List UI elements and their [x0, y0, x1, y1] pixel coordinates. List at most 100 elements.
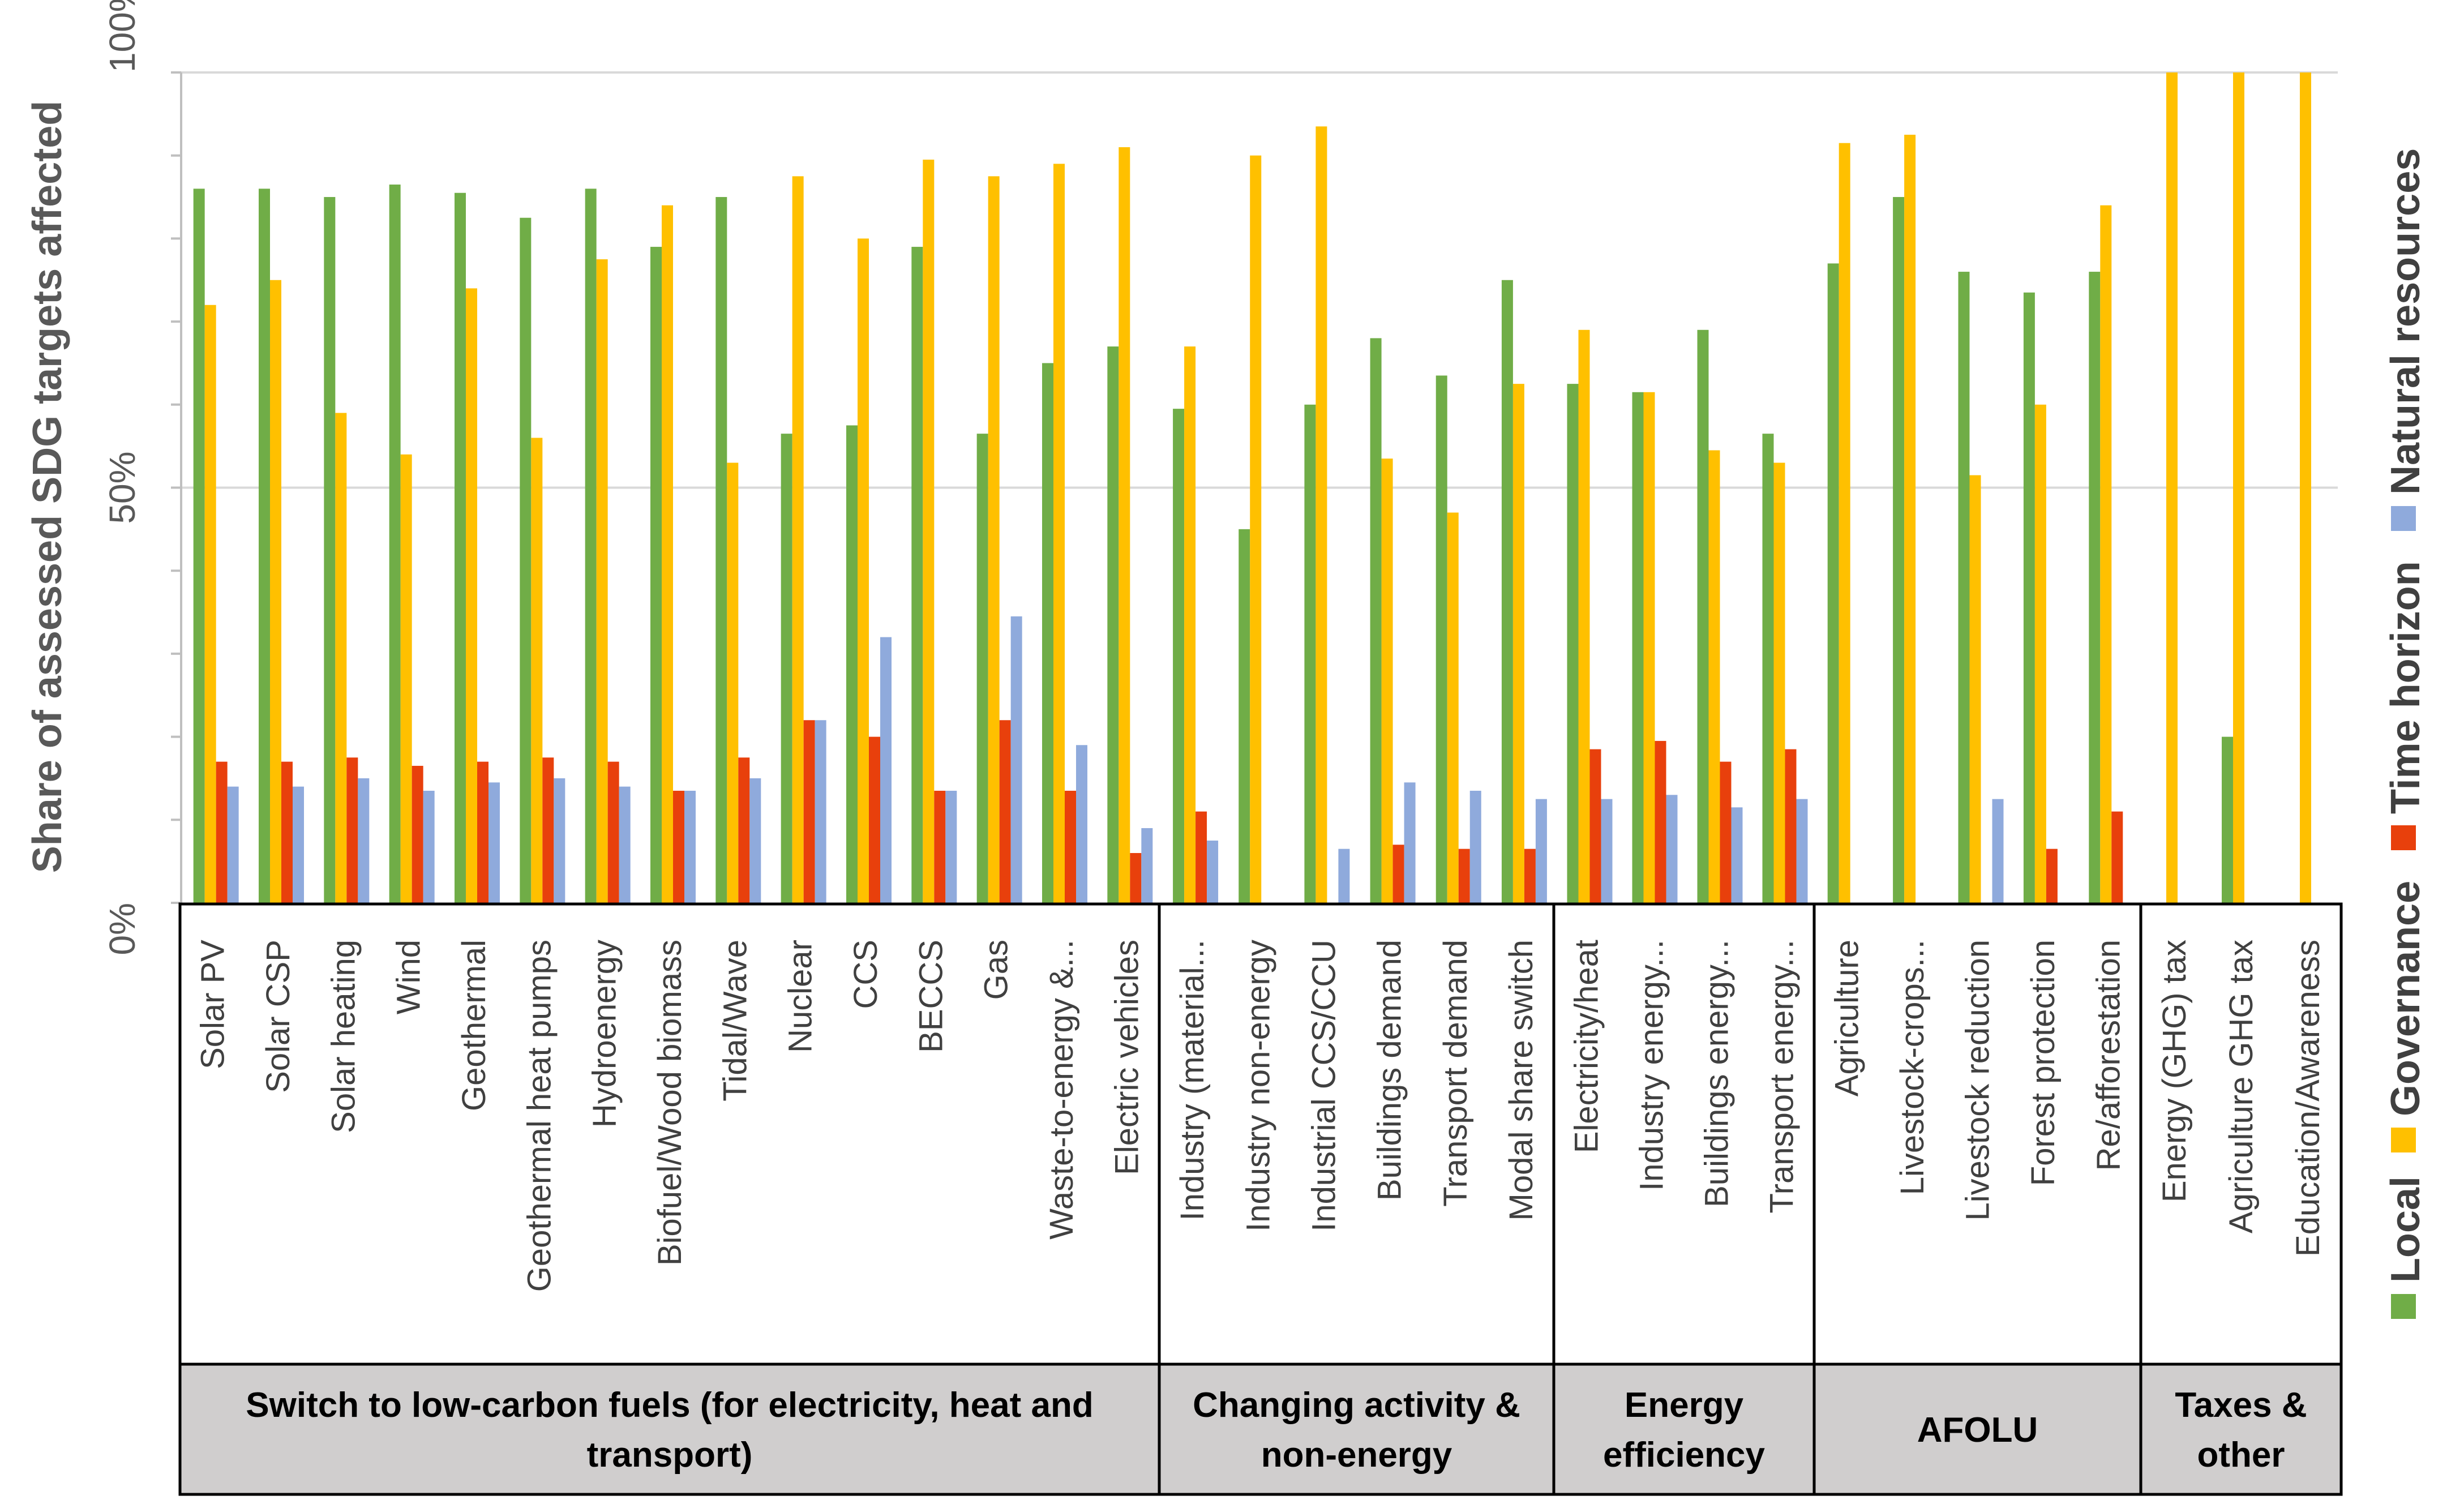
bar-natural-resources	[1731, 807, 1743, 903]
bar-time-horizon	[346, 757, 358, 903]
legend-swatch	[2391, 825, 2416, 850]
group-label: Changing activity &	[1193, 1386, 1520, 1425]
bar-natural-resources	[1601, 799, 1613, 903]
bar-local	[585, 188, 597, 903]
bar-natural-resources	[1338, 849, 1350, 903]
bar-time-horizon	[1458, 849, 1470, 903]
bar-governance	[988, 176, 1000, 903]
bar-natural-resources	[880, 637, 892, 903]
category-label: Agriculture	[1829, 940, 1866, 1096]
category-label: Solar CSP	[260, 940, 297, 1093]
bar-governance	[335, 413, 347, 903]
y-tick-label: 100%	[102, 0, 143, 72]
bar-time-horizon	[1392, 845, 1404, 903]
group-label: Energy	[1625, 1386, 1744, 1425]
bar-natural-resources	[554, 778, 565, 903]
category-label: Geothermal	[456, 940, 492, 1111]
bar-natural-resources	[1666, 795, 1678, 903]
bar-natural-resources	[1796, 799, 1808, 903]
category-label: Transport energy...	[1764, 940, 1801, 1214]
bar-local	[1893, 197, 1905, 903]
bar-local	[389, 185, 401, 903]
bar-time-horizon	[607, 761, 619, 903]
bar-governance	[1839, 143, 1850, 903]
bar-natural-resources	[358, 778, 370, 903]
bar-time-horizon	[216, 761, 228, 903]
legend-label: Local	[2383, 1176, 2428, 1283]
bar-local	[1239, 529, 1250, 903]
bar-governance	[1053, 164, 1065, 903]
category-label: Buildings demand	[1372, 940, 1408, 1201]
bar-local	[2222, 736, 2233, 903]
bar-governance	[2300, 72, 2311, 903]
bar-local	[1370, 338, 1382, 903]
bar-natural-resources	[1207, 840, 1219, 903]
group-label: other	[2197, 1436, 2285, 1475]
category-label: Industry energy...	[1634, 940, 1670, 1191]
y-tick-label: 0%	[102, 903, 143, 955]
category-label: Industry (material...	[1174, 940, 1211, 1220]
bar-governance	[466, 288, 477, 903]
legend-label: Natural resources	[2383, 148, 2428, 495]
bar-governance	[727, 462, 739, 903]
bar-governance	[1969, 475, 1981, 903]
bar-time-horizon	[412, 765, 423, 903]
bar-local	[1435, 375, 1447, 903]
category-label: Transport demand	[1437, 940, 1474, 1207]
bar-natural-resources	[1535, 799, 1547, 903]
bar-natural-resources	[227, 786, 239, 903]
bar-governance	[2233, 72, 2244, 903]
group-label: Switch to low-carbon fuels (for electric…	[246, 1386, 1093, 1425]
bar-governance	[270, 280, 281, 903]
bar-local	[1107, 346, 1119, 903]
bar-time-horizon	[1785, 749, 1797, 903]
category-label: Industrial CCS/CCU	[1305, 940, 1342, 1232]
bar-local	[715, 197, 727, 903]
category-label: Solar heating	[325, 940, 362, 1133]
bar-natural-resources	[293, 786, 304, 903]
legend-swatch	[2391, 506, 2416, 531]
bar-time-horizon	[869, 736, 880, 903]
bar-time-horizon	[803, 720, 815, 903]
legend-label: Governance	[2383, 881, 2428, 1116]
category-label: Buildings energy...	[1699, 940, 1735, 1207]
y-axis-title: Share of assessed SDG targets affected	[25, 101, 70, 873]
bar-local	[1958, 272, 1970, 903]
bar-local	[911, 247, 923, 903]
bar-governance	[1578, 329, 1590, 903]
bar-time-horizon	[1195, 811, 1207, 903]
category-label: Solar PV	[195, 940, 232, 1069]
legend-label: Time horizon	[2383, 561, 2428, 814]
bar-governance	[1447, 512, 1459, 903]
category-label: Forest protection	[2025, 940, 2062, 1186]
group-label: Taxes &	[2175, 1386, 2307, 1425]
group-label: AFOLU	[1917, 1411, 2038, 1450]
bar-natural-resources	[1141, 828, 1153, 903]
category-label: Livestock reduction	[1960, 940, 1996, 1220]
bar-governance	[858, 238, 869, 903]
category-label: Electric vehicles	[1108, 940, 1145, 1175]
bar-governance	[1184, 346, 1196, 903]
bar-time-horizon	[1130, 852, 1142, 903]
bar-time-horizon	[1720, 761, 1732, 903]
bar-local	[846, 425, 858, 903]
bar-time-horizon	[999, 720, 1011, 903]
category-label: Wind	[391, 940, 427, 1014]
category-label: Agriculture GHG tax	[2223, 940, 2260, 1233]
bar-natural-resources	[815, 720, 826, 903]
group-label: non-energy	[1261, 1436, 1452, 1475]
category-label: Gas	[978, 940, 1015, 1000]
legend-swatch	[2391, 1128, 2416, 1152]
bar-natural-resources	[1076, 745, 1087, 903]
bar-time-horizon	[1589, 749, 1601, 903]
category-label: Geothermal heat pumps	[521, 940, 558, 1292]
bar-local	[781, 434, 792, 903]
category-label: Re/afforestation	[2090, 940, 2127, 1171]
legend-swatch	[2391, 1294, 2416, 1319]
bar-governance	[1119, 147, 1130, 903]
bar-governance	[400, 454, 412, 903]
bar-natural-resources	[1010, 616, 1022, 903]
bar-governance	[204, 305, 216, 903]
category-label: Energy (GHG) tax	[2156, 940, 2193, 1202]
